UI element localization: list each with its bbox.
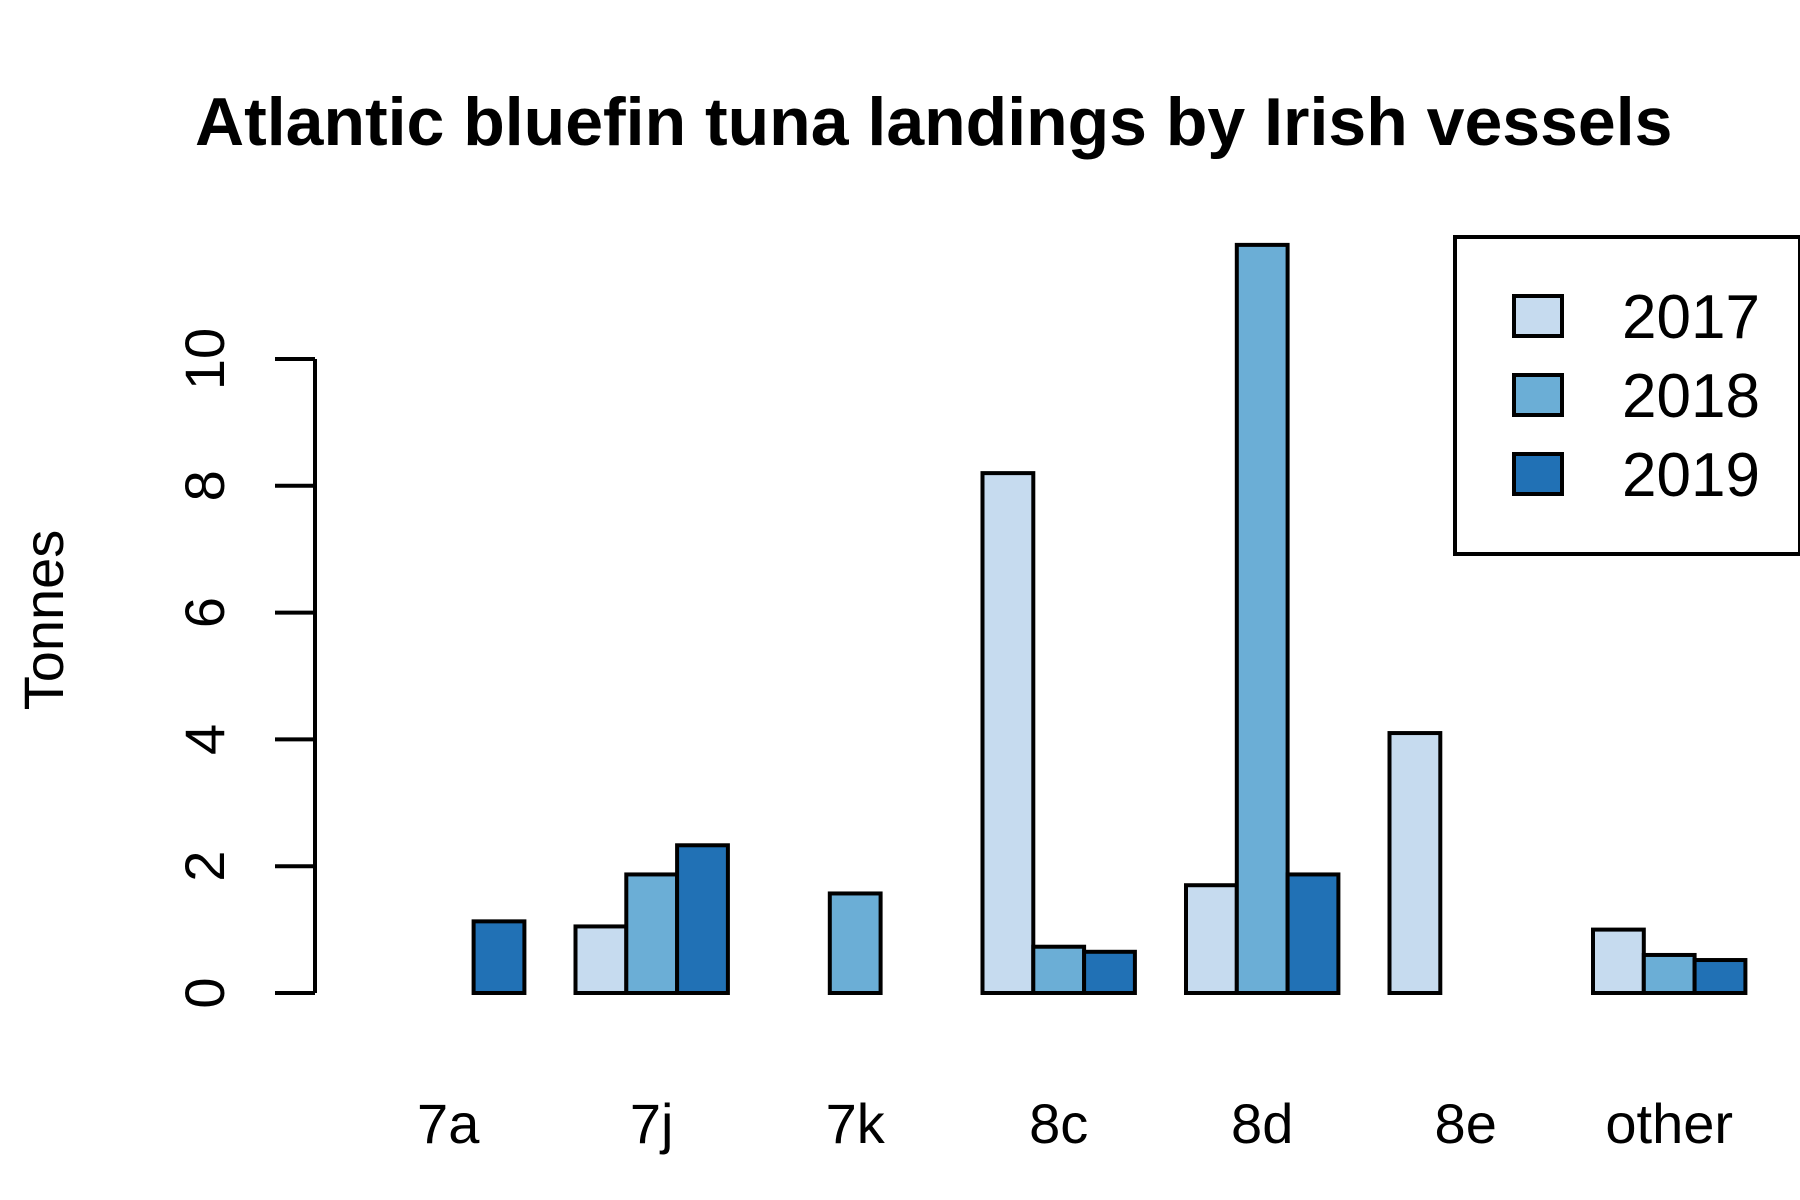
bar-7j-2017 bbox=[573, 924, 629, 995]
bar-8d-2019 bbox=[1285, 872, 1341, 996]
x-tick-label: 8e bbox=[1435, 1092, 1497, 1155]
legend-box bbox=[1453, 235, 1800, 556]
bar-8e-2017 bbox=[1387, 731, 1443, 995]
bar-8d-2017 bbox=[1184, 883, 1239, 995]
y-tick-label: 10 bbox=[173, 328, 236, 390]
legend-label-2017: 2017 bbox=[1622, 283, 1760, 352]
legend-label-2018: 2018 bbox=[1622, 362, 1760, 431]
legend-swatch-2018 bbox=[1512, 373, 1564, 417]
legend-swatch-2019 bbox=[1512, 452, 1564, 496]
legend-label-2019: 2019 bbox=[1622, 441, 1760, 510]
y-axis: 0 2 4 6 8 10 bbox=[173, 328, 317, 1009]
chart-title: Atlantic bluefin tuna landings by Irish … bbox=[195, 84, 1672, 160]
bar-other-2017 bbox=[1591, 927, 1646, 995]
bar-7j-2018 bbox=[624, 872, 680, 996]
x-tick-label: 7a bbox=[417, 1092, 480, 1155]
bar-7a-2019 bbox=[471, 919, 527, 995]
bar-7j-2019 bbox=[675, 843, 730, 996]
bar-other-2018 bbox=[1641, 952, 1697, 996]
legend-swatch-2017 bbox=[1512, 294, 1564, 338]
bar-8c-2018 bbox=[1031, 944, 1087, 996]
x-tick-label: 7k bbox=[826, 1092, 886, 1155]
y-tick-label: 8 bbox=[173, 470, 236, 501]
y-axis-label: Tonnes bbox=[12, 530, 75, 711]
y-tick-label: 2 bbox=[173, 851, 236, 882]
x-tick-label: other bbox=[1605, 1092, 1733, 1155]
bars-group bbox=[471, 242, 1748, 996]
y-tick-label: 4 bbox=[173, 724, 236, 755]
x-tick-label: 8c bbox=[1029, 1092, 1088, 1155]
x-axis-labels: 7a 7j 7k 8c 8d 8e other bbox=[417, 1092, 1733, 1155]
bar-other-2019 bbox=[1692, 958, 1748, 995]
y-tick-label: 0 bbox=[173, 977, 236, 1008]
bar-8c-2019 bbox=[1082, 949, 1137, 995]
bar-7k-2018 bbox=[827, 891, 883, 995]
bar-8d-2018 bbox=[1234, 242, 1290, 995]
x-tick-label: 8d bbox=[1231, 1092, 1293, 1155]
legend: 2017 2018 2019 bbox=[1453, 235, 1800, 556]
x-tick-label: 7j bbox=[630, 1092, 674, 1155]
y-tick-label: 6 bbox=[173, 597, 236, 628]
bar-8c-2017 bbox=[980, 471, 1036, 995]
